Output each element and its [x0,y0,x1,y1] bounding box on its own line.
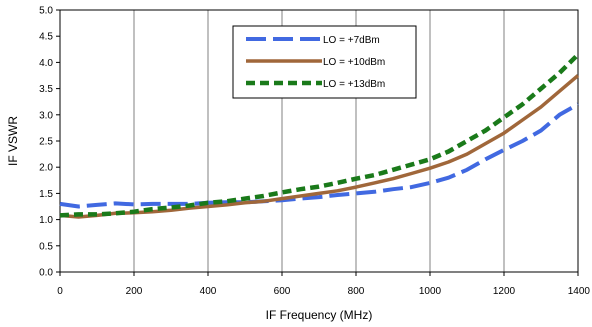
x-tick-label: 400 [200,286,217,297]
x-tick-label: 800 [348,286,365,297]
y-tick-label: 3.0 [39,110,53,121]
x-tick-label: 0 [57,286,63,297]
y-tick-label: 0.5 [39,241,53,252]
y-tick-label: 4.0 [39,58,53,69]
legend-label-lo13: LO = +13dBm [323,79,385,90]
y-tick-label: 5.0 [39,6,53,17]
y-tick-label: 3.5 [39,84,53,95]
x-axis-title: IF Frequency (MHz) [266,308,373,322]
x-tick-label: 1200 [493,286,516,297]
y-tick-label: 4.5 [39,32,53,43]
legend: LO = +7dBm LO = +10dBm LO = +13dBm [232,25,417,99]
x-tick-label: 1400 [568,286,591,297]
y-tick-label: 2.0 [39,163,53,174]
series-line-3 [59,52,580,218]
y-axis-title: IF VSWR [6,116,20,166]
legend-label-lo7: LO = +7dBm [323,35,380,46]
legend-label-lo10: LO = +10dBm [323,57,385,68]
y-tick-label: 1.5 [39,189,53,200]
x-tick-label: 1000 [419,286,442,297]
y-tick-label: 1.0 [39,215,53,226]
x-tick-label: 600 [274,286,291,297]
series-lines [59,52,580,219]
x-axis-ticks: 0 200 400 600 800 1000 1200 1400 [57,272,590,297]
y-axis-ticks: 0.0 0.5 1.0 1.5 2.0 2.5 3.0 3.5 4.0 4.5 5.0 [39,6,60,279]
y-tick-label: 0.0 [39,268,53,279]
series-line-1 [59,102,579,209]
x-tick-label: 200 [126,286,143,297]
y-tick-label: 2.5 [39,137,53,148]
